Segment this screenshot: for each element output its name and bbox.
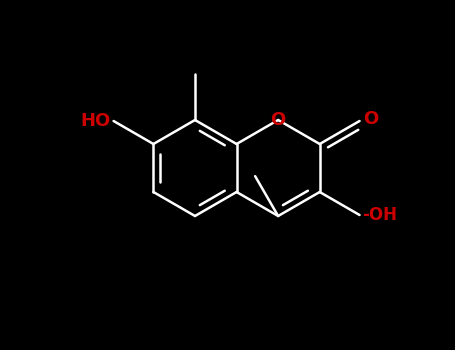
Text: O: O [271, 111, 286, 129]
Text: -OH: -OH [363, 206, 398, 224]
Text: HO: HO [81, 112, 111, 130]
Text: O: O [364, 110, 379, 128]
